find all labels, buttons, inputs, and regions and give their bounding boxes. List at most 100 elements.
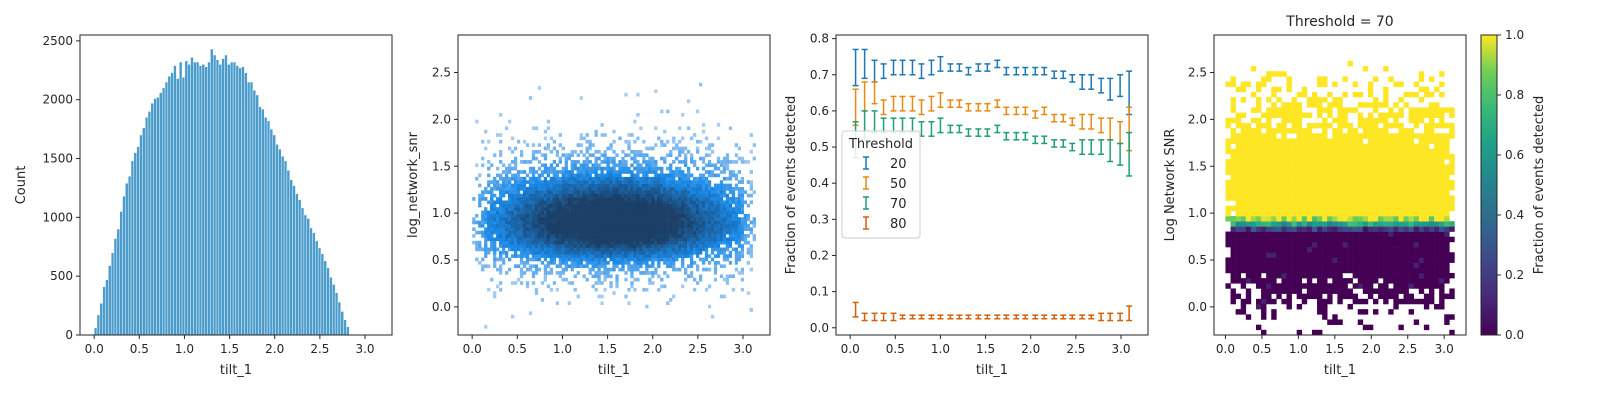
- detection-cell: [1408, 221, 1415, 227]
- detection-cell: [1372, 226, 1379, 232]
- detection-cell: [1255, 247, 1262, 253]
- density-cell: [522, 193, 527, 198]
- density-cell: [540, 207, 545, 211]
- detection-cell: [1296, 117, 1303, 124]
- density-cell: [552, 240, 557, 245]
- density-cell: [678, 207, 682, 211]
- density-cell: [597, 227, 601, 232]
- density-cell: [654, 163, 658, 168]
- density-cell: [546, 217, 551, 221]
- density-cell: [555, 287, 560, 292]
- density-cell: [507, 207, 512, 211]
- density-cell: [642, 223, 646, 228]
- density-cell: [752, 143, 756, 147]
- density-cell: [737, 237, 742, 242]
- detection-cell: [1337, 122, 1343, 129]
- detection-cell: [1327, 169, 1333, 175]
- density-cell: [510, 230, 515, 235]
- detection-cell: [1327, 174, 1333, 181]
- density-cell: [549, 163, 554, 168]
- detection-cell: [1235, 257, 1242, 263]
- density-cell: [588, 220, 592, 225]
- density-cell: [707, 163, 712, 168]
- density-cell: [543, 203, 548, 208]
- density-cell: [660, 257, 664, 262]
- density-cell: [502, 250, 506, 255]
- density-cell: [684, 183, 688, 188]
- detection-cell: [1362, 231, 1369, 238]
- detection-cell: [1271, 133, 1277, 139]
- detection-cell: [1261, 143, 1267, 150]
- density-cell: [618, 257, 622, 262]
- detection-cell: [1393, 272, 1399, 279]
- density-cell: [504, 203, 509, 208]
- density-cell: [573, 244, 577, 248]
- density-cell: [513, 180, 518, 184]
- density-cell: [579, 149, 583, 154]
- density-cell: [525, 223, 530, 228]
- density-cell: [609, 220, 613, 225]
- density-cell: [582, 203, 586, 208]
- density-cell: [737, 271, 742, 275]
- density-cell: [543, 237, 548, 242]
- detection-cell: [1291, 205, 1297, 212]
- density-cell: [558, 220, 562, 225]
- density-cell: [552, 207, 557, 211]
- density-cell: [561, 260, 565, 265]
- density-cell: [663, 210, 667, 215]
- density-cell: [504, 176, 509, 181]
- detection-cell: [1357, 205, 1364, 212]
- density-cell: [713, 190, 718, 195]
- density-cell: [669, 217, 673, 221]
- detection-cell: [1352, 267, 1359, 274]
- density-cell: [713, 237, 718, 242]
- density-cell: [710, 149, 715, 154]
- detection-cell: [1311, 241, 1318, 248]
- detection-cell: [1317, 200, 1323, 206]
- detection-cell: [1306, 241, 1313, 248]
- density-cell: [582, 237, 586, 242]
- density-cell: [689, 156, 694, 161]
- detection-cell: [1342, 241, 1348, 248]
- density-cell: [689, 274, 694, 279]
- detection-cell: [1261, 329, 1267, 336]
- density-cell: [591, 190, 595, 195]
- density-cell: [710, 240, 715, 245]
- density-cell: [704, 254, 709, 258]
- density-cell: [570, 234, 574, 238]
- density-cell: [716, 190, 721, 195]
- density-cell: [558, 247, 562, 252]
- detection-cell: [1367, 122, 1374, 129]
- density-cell: [576, 217, 580, 221]
- detection-cell: [1245, 169, 1252, 175]
- density-cell: [582, 183, 586, 188]
- density-cell: [576, 160, 580, 164]
- detection-cell: [1408, 107, 1415, 113]
- density-cell: [546, 170, 551, 174]
- detection-cell: [1296, 153, 1303, 160]
- density-cell: [675, 207, 679, 211]
- density-cell: [633, 166, 637, 171]
- density-cell: [630, 193, 634, 198]
- density-cell: [552, 197, 557, 201]
- detection-cell: [1291, 112, 1297, 119]
- density-cell: [701, 180, 706, 184]
- density-cell: [561, 234, 565, 238]
- detection-cell: [1413, 200, 1420, 206]
- density-cell: [651, 193, 655, 198]
- detection-cell: [1337, 112, 1343, 119]
- detection-cell: [1362, 174, 1369, 181]
- detection-cell: [1327, 293, 1333, 300]
- detection-cell: [1398, 174, 1404, 181]
- detection-cell: [1418, 133, 1425, 139]
- density-cell: [627, 193, 631, 198]
- density-cell: [531, 257, 536, 262]
- density-cell: [537, 210, 542, 215]
- density-cell: [630, 200, 634, 205]
- density-cell: [582, 136, 586, 141]
- density-cell: [633, 217, 637, 221]
- density-cell: [606, 267, 610, 272]
- density-cell: [648, 247, 652, 252]
- density-cell: [689, 250, 694, 255]
- detection-cell: [1311, 247, 1318, 253]
